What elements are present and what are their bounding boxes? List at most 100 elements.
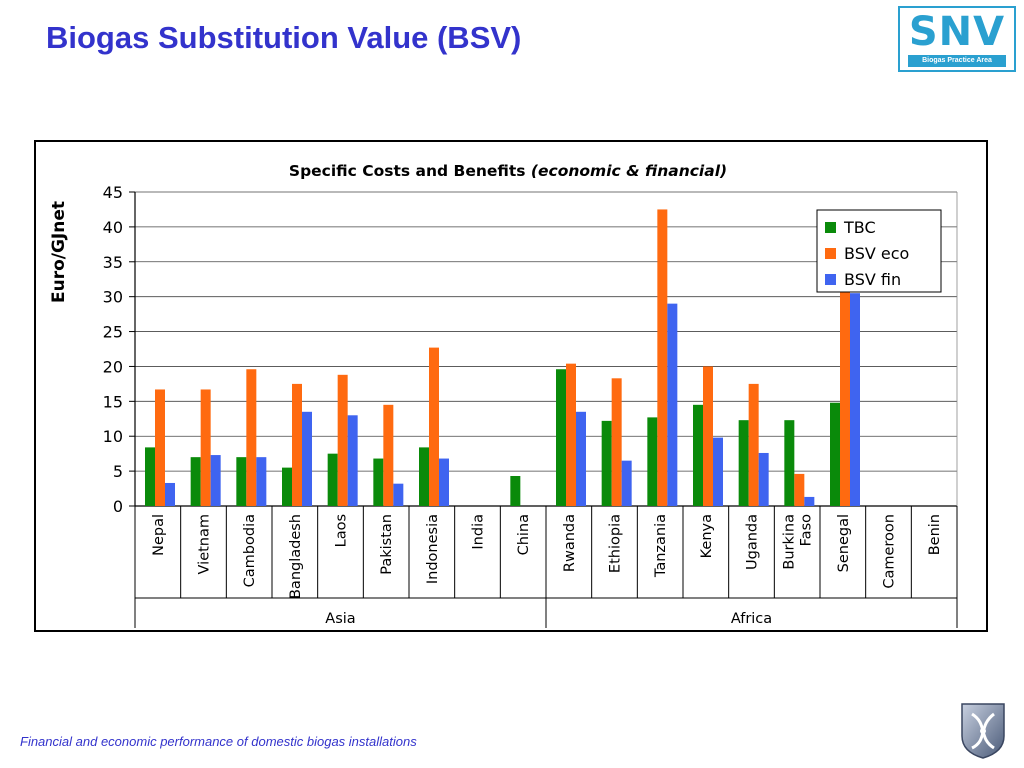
x-group-label: Asia [325, 611, 355, 627]
bar-bsv-eco-cambodia [246, 369, 257, 506]
x-category-label: Vietnam [197, 514, 213, 574]
legend-swatch [825, 248, 836, 259]
bar-tbc-tanzania [647, 417, 658, 506]
bar-bsv-eco-indonesia [429, 347, 439, 506]
legend-box [816, 209, 942, 293]
bar-bsv-fin-indonesia [439, 458, 449, 506]
bar-bsv-fin-rwanda [576, 411, 586, 506]
x-category-label: Cameroon [882, 514, 898, 589]
bar-tbc-bangladesh [282, 467, 292, 506]
bar-tbc-uganda [738, 420, 749, 506]
legend-label: BSV eco [844, 244, 909, 263]
bar-chart: Specific Costs and Benefits (economic & … [49, 162, 958, 628]
footer-text: Financial and economic performance of do… [20, 734, 417, 749]
y-tick-label: 45 [103, 183, 123, 202]
y-tick-label: 20 [103, 357, 123, 376]
x-category-label-text: Kenya [699, 514, 715, 558]
logo-text: SNV [908, 9, 1006, 55]
bar-bsv-eco-laos [337, 374, 348, 506]
bar-bsv-eco-senegal [840, 291, 850, 506]
bar-bsv-eco-tanzania [657, 209, 668, 506]
x-group-label: Africa [731, 611, 772, 627]
legend-swatch [825, 274, 836, 285]
chart-title: Specific Costs and Benefits (economic & … [289, 162, 727, 180]
x-category-label: Ethiopia [608, 514, 624, 573]
bar-bsv-fin-burkina-faso [804, 496, 815, 506]
chart-title-main: Specific Costs and Benefits [289, 162, 531, 180]
bar-bsv-eco-vietnam [200, 389, 211, 506]
x-category-label-text: Cameroon [882, 514, 898, 589]
bar-bsv-fin-senegal [850, 293, 860, 506]
bar-tbc-cambodia [236, 457, 247, 506]
bar-tbc-nepal [145, 447, 155, 506]
bar-tbc-china [510, 475, 521, 506]
bar-bsv-fin-vietnam [210, 455, 221, 506]
bar-bsv-fin-uganda [758, 452, 769, 506]
x-category-label-text: Rwanda [562, 514, 578, 572]
x-category-label: Nepal [151, 514, 167, 556]
chart-legend: TBC BSV eco BSV fin [816, 209, 942, 293]
bar-bsv-eco-uganda [748, 383, 759, 506]
x-category-label-text: China [516, 514, 532, 555]
y-tick-label: 0 [113, 497, 123, 516]
x-category-label-text: Bangladesh [288, 514, 304, 599]
bar-bsv-fin-pakistan [393, 483, 404, 506]
bar-bsv-fin-kenya [713, 437, 723, 506]
bar-bsv-fin-nepal [165, 482, 175, 506]
bar-tbc-indonesia [419, 447, 429, 506]
bar-bsv-eco-pakistan [383, 404, 394, 506]
bar-tbc-rwanda [556, 369, 566, 506]
y-tick-label: 10 [103, 427, 123, 446]
bar-tbc-vietnam [190, 457, 201, 506]
bar-bsv-fin-bangladesh [302, 411, 312, 506]
x-category-label: Kenya [699, 514, 715, 558]
y-tick-label: 30 [103, 288, 123, 307]
x-category-label: China [516, 514, 532, 555]
x-category-label-text: BurkinaFaso [782, 514, 815, 570]
x-category-label-text: Tanzania [653, 514, 669, 578]
x-category-label: Uganda [745, 514, 761, 570]
y-axis-label: Euro/GJnet [49, 201, 69, 303]
bar-bsv-eco-nepal [155, 389, 165, 506]
y-tick-label: 5 [113, 462, 123, 481]
x-category-label-text: Ethiopia [608, 514, 624, 573]
bar-tbc-senegal [830, 402, 840, 506]
x-category-label-text: Nepal [151, 514, 167, 556]
x-category-label: Cambodia [242, 514, 258, 587]
x-category-label-text: Uganda [745, 514, 761, 570]
x-category-label-text: Pakistan [379, 514, 395, 575]
bar-bsv-eco-ethiopia [611, 378, 622, 506]
x-category-label: Rwanda [562, 514, 578, 572]
x-category-label-text: Laos [334, 514, 350, 547]
y-tick-label: 15 [103, 392, 123, 411]
legend-swatch [825, 222, 836, 233]
x-category-label: BurkinaFaso [782, 514, 815, 570]
chart-frame: Specific Costs and Benefits (economic & … [34, 140, 988, 632]
x-category-label: Benin [927, 514, 943, 555]
bar-tbc-pakistan [373, 458, 384, 506]
x-category-label: Indonesia [425, 514, 441, 584]
legend-label: TBC [843, 218, 876, 237]
bar-bsv-fin-tanzania [667, 303, 678, 506]
x-category-label-text: Indonesia [425, 514, 441, 584]
y-tick-label: 25 [103, 323, 123, 342]
bar-bsv-eco-rwanda [566, 363, 576, 506]
bar-bsv-eco-kenya [703, 366, 713, 506]
x-category-label: Tanzania [653, 514, 669, 578]
x-category-label-text: India [471, 514, 487, 550]
double-helix-emblem-icon [961, 703, 1005, 759]
x-category-label: Pakistan [379, 514, 395, 575]
chart-title-italic: (economic & financial) [531, 162, 727, 180]
x-category-label: Bangladesh [288, 514, 304, 599]
x-category-label-text: Benin [927, 514, 943, 555]
y-tick-label: 40 [103, 218, 123, 237]
bar-bsv-fin-cambodia [256, 457, 267, 506]
x-category-label: Senegal [836, 514, 852, 572]
bar-tbc-kenya [693, 404, 703, 506]
x-category-label: Laos [334, 514, 350, 547]
bar-bsv-fin-laos [347, 415, 358, 506]
bar-bsv-eco-bangladesh [292, 383, 302, 506]
y-tick-label: 35 [103, 253, 123, 272]
bar-tbc-burkina-faso [784, 420, 795, 506]
bar-tbc-laos [327, 453, 338, 506]
